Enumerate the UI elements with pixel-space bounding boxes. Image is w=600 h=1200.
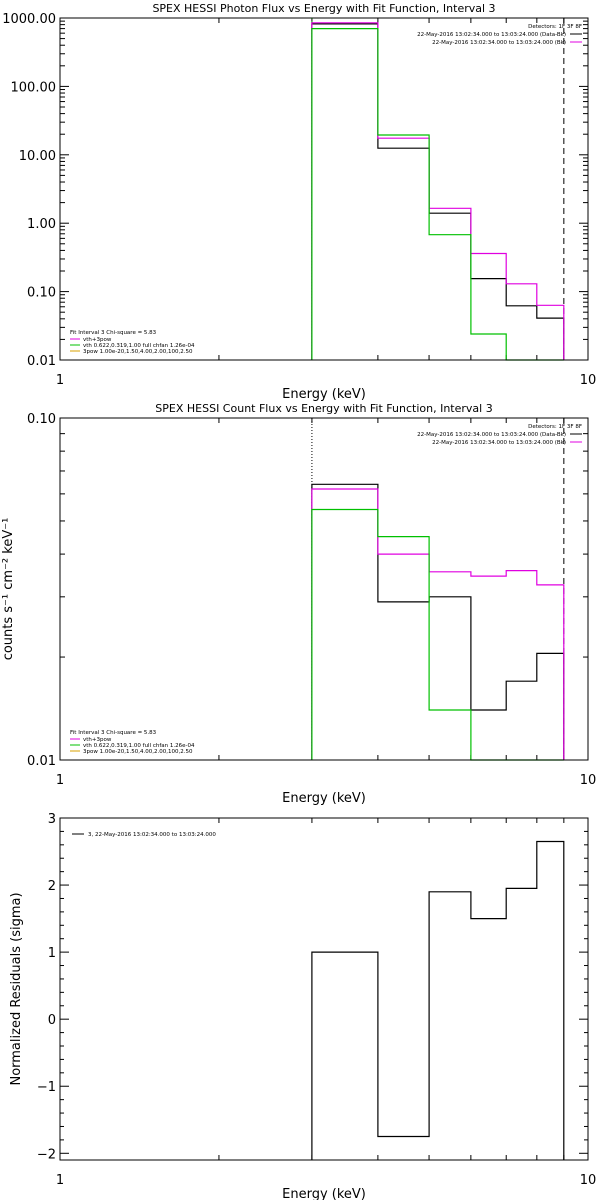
residuals-panel: −2 −1 0 1 2 3 1 10 Normalized Residuals (sigma… (9, 812, 596, 1200)
legend: Detectors: 1F 3F 8F 22-May-2016 13:02:34.… (70, 424, 582, 755)
series-line-2 (311, 28, 564, 361)
y-tick-label: −1 (37, 1080, 56, 1095)
chart-title: SPEX HESSI Count Flux vs Energy with Fit… (155, 402, 492, 415)
x-tick-label: 10 (580, 373, 597, 388)
y-axis-ticks: −2 −1 0 1 2 3 (37, 812, 588, 1162)
legend-left-entry: vth 0.622,0.319,1.00 full chfan 1.26e-04 (83, 743, 195, 749)
y-tick-label: 0.01 (27, 354, 56, 369)
y-axis-ticks: 0.01 0.10 (27, 412, 588, 769)
legend-right-entry: 22-May-2016 13:02:34.000 to 13:03:24.000… (417, 32, 566, 38)
x-tick-label: 1 (56, 373, 64, 388)
y-tick-label: 0.01 (27, 754, 56, 769)
y-tick-label: 1 (48, 946, 56, 961)
photon-flux-panel: SPEX HESSI Photon Flux vs Energy with Fi… (2, 2, 596, 402)
x-axis-label: Energy (keV) (282, 791, 366, 806)
legend-right-entry: 22-May-2016 13:02:34.000 to 13:03:24.000… (417, 432, 566, 438)
y-tick-label: 1.00 (27, 217, 56, 232)
legend-right-entry: 22-May-2016 13:02:34.000 to 13:03:24.000… (432, 40, 566, 46)
y-tick-label: 0 (48, 1013, 56, 1028)
plot-frame (59, 417, 589, 761)
y-tick-label: 0.10 (27, 286, 56, 301)
x-tick-label: 1 (56, 773, 64, 788)
plot-frame (59, 817, 589, 1161)
x-axis-ticks: 1 10 (56, 818, 596, 1188)
y-tick-label: 2 (48, 879, 56, 894)
y-tick-label: 1000.00 (2, 12, 56, 27)
legend: Detectors: 1F 3F 8F 22-May-2016 13:02:34.… (70, 24, 582, 355)
series-marks (311, 840, 565, 1160)
series-line-1 (311, 488, 565, 760)
x-tick-label: 10 (580, 1173, 597, 1188)
legend-left-entry: 3pow 1.00e-20,1.50,4.00,2.00,100,2.50 (83, 749, 193, 755)
legend-left-entry: vth 0.622,0.319,1.00 full chfan 1.26e-04 (83, 343, 195, 349)
plot-frame (59, 17, 589, 361)
y-axis-ticks: 0.01 0.10 1.00 10.00 100.00 1000.00 (2, 12, 588, 369)
series-line-0 (311, 483, 565, 760)
detectors-label: Detectors: 1F 3F 8F (528, 24, 582, 30)
legend-left-entry: 3pow 1.00e-20,1.50,4.00,2.00,100,2.50 (83, 349, 193, 355)
chart-title: SPEX HESSI Photon Flux vs Energy with Fi… (152, 2, 495, 15)
x-tick-label: 10 (580, 773, 597, 788)
legend-left-entry: vth+3pow (83, 737, 112, 743)
legend-left-entry: vth+3pow (83, 337, 112, 343)
x-axis-label: Energy (keV) (282, 1187, 366, 1200)
y-tick-label: 0.10 (27, 412, 56, 427)
legend-right-entry: 22-May-2016 13:02:34.000 to 13:03:24.000… (432, 440, 566, 446)
x-axis-label: Energy (keV) (282, 387, 366, 402)
count-flux-panel: SPEX HESSI Count Flux vs Energy with Fit… (1, 402, 596, 806)
fit-interval-label: Fit Interval 3 Chi-square = 5.83 (70, 330, 157, 336)
series-line-2 (311, 508, 564, 761)
y-axis-label: Normalized Residuals (sigma) (9, 892, 24, 1085)
legend: 3, 22-May-2016 13:02:34.000 to 13:03:24.… (72, 832, 216, 838)
y-tick-label: 3 (48, 812, 56, 827)
y-tick-label: −2 (37, 1147, 56, 1162)
fit-interval-label: Fit Interval 3 Chi-square = 5.83 (70, 730, 157, 736)
y-tick-label: 100.00 (11, 80, 57, 95)
y-tick-label: 10.00 (19, 149, 56, 164)
series-marks (311, 18, 565, 361)
series-marks (311, 418, 565, 761)
detectors-label: Detectors: 1F 3F 8F (528, 424, 582, 430)
y-axis-label: counts s⁻¹ cm⁻² keV⁻¹ (1, 518, 16, 661)
series-line-0 (311, 23, 565, 360)
legend-left-entry: 3, 22-May-2016 13:02:34.000 to 13:03:24.… (88, 832, 216, 838)
series-line-1 (311, 22, 565, 360)
x-tick-label: 1 (56, 1173, 64, 1188)
series-line-0 (311, 840, 565, 1160)
